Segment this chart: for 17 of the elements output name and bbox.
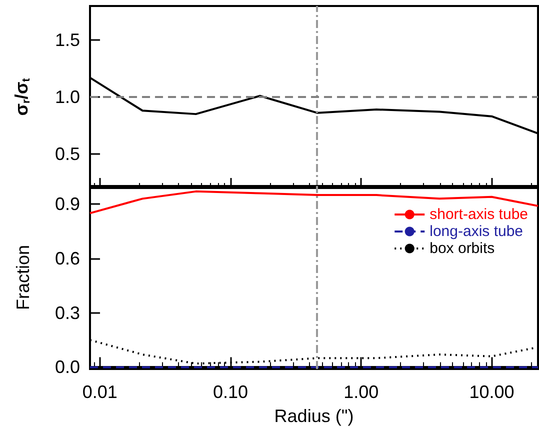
legend-label: long-axis tube — [430, 223, 524, 240]
y-axis-title: σr/σt — [12, 78, 32, 116]
y-tick-label: 0.3 — [54, 302, 80, 323]
y-tick-label: 0.6 — [54, 248, 80, 268]
x-tick-label: 1.00 — [344, 382, 379, 402]
x-tick-label: 0.01 — [82, 382, 118, 402]
y-tick-label: 0.0 — [54, 357, 80, 378]
y-axis-title: Fraction — [13, 244, 33, 310]
x-tick-label: 0.10 — [212, 382, 248, 402]
y-tick-label: 1.5 — [54, 30, 80, 50]
x-axis-title: Radius (") — [274, 406, 354, 426]
y-tick-label: 0.5 — [54, 144, 80, 164]
legend-label: box orbits — [430, 240, 495, 257]
y-tick-label: 0.9 — [54, 194, 80, 214]
legend-label: short-axis tube — [430, 206, 528, 223]
x-tick-label: 10.00 — [469, 382, 514, 402]
y-tick-label: 1.0 — [54, 87, 80, 107]
